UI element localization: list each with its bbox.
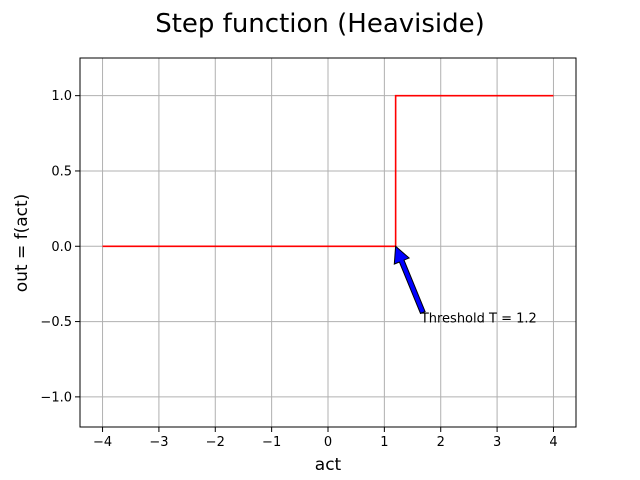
- chart-title: Step function (Heaviside): [155, 9, 485, 39]
- y-tick-label: −0.5: [40, 315, 72, 330]
- y-axis-label: out = f(act): [12, 194, 32, 293]
- x-tick-label: 4: [549, 435, 557, 450]
- step-line: [102, 94, 554, 248]
- threshold-annotation: Threshold T = 1.2: [420, 312, 537, 327]
- y-tick-label: 0.5: [51, 164, 72, 179]
- x-tick-label: −1: [262, 435, 281, 450]
- y-tick-label: 1.0: [51, 89, 72, 104]
- x-tick-label: 1: [380, 435, 388, 450]
- x-tick-label: −2: [206, 435, 225, 450]
- x-tick-label: 3: [493, 435, 501, 450]
- x-tick-label: −4: [93, 435, 112, 450]
- y-tick-label: −1.0: [40, 390, 72, 405]
- ticks: −4 −3 −2 −1 0 1 2 3 4 −1.0 −0.5 0.0 0.5 1.0: [40, 89, 557, 450]
- series-layer: [102, 94, 554, 248]
- x-tick-label: 0: [324, 435, 332, 450]
- threshold-arrow: [393, 245, 426, 315]
- x-axis-label: act: [315, 455, 342, 475]
- x-tick-label: 2: [437, 435, 445, 450]
- annotation-layer: Threshold T = 1.2: [393, 245, 537, 327]
- x-tick-label: −3: [149, 435, 168, 450]
- y-tick-label: 0.0: [51, 240, 72, 255]
